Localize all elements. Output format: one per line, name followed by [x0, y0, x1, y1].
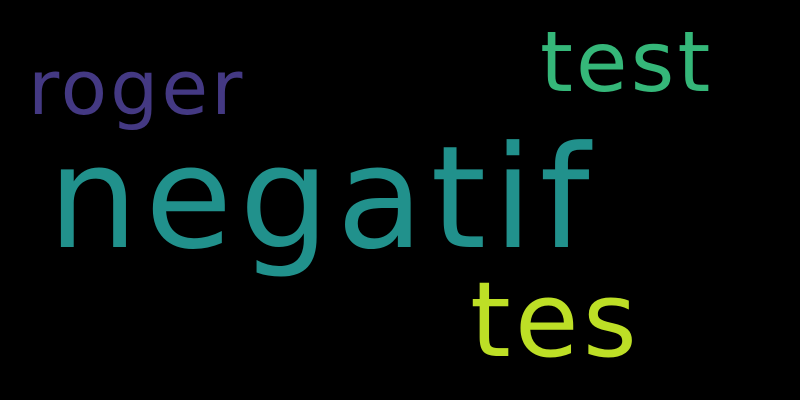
word-test: test [540, 13, 714, 111]
word-tes: tes [470, 259, 641, 381]
word-negatif: negatif [48, 116, 597, 281]
word-roger: roger [28, 43, 246, 132]
